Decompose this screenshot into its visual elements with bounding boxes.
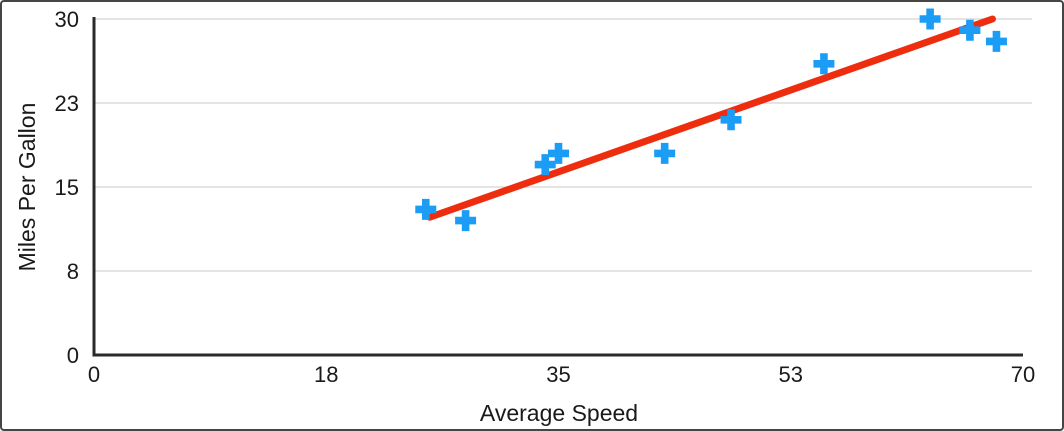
data-point-marker bbox=[455, 210, 477, 232]
data-point-marker bbox=[813, 53, 835, 75]
data-point-marker bbox=[548, 142, 569, 164]
trendline bbox=[426, 15, 996, 221]
y-axis-title: Miles Per Gallon bbox=[14, 103, 40, 272]
data-point-marker bbox=[959, 19, 981, 41]
axes bbox=[92, 17, 1023, 357]
tick-labels: 0 8 15 23 30 0 18 35 53 70 bbox=[55, 7, 1036, 387]
y-tick-label: 8 bbox=[67, 259, 79, 284]
data-point-marker bbox=[654, 142, 676, 164]
trendline-line bbox=[426, 15, 996, 221]
y-tick-label: 23 bbox=[55, 91, 79, 116]
x-tick-label: 53 bbox=[779, 362, 803, 387]
data-point-marker bbox=[720, 109, 742, 131]
x-tick-label: 18 bbox=[314, 362, 338, 387]
data-point-markers bbox=[415, 8, 1007, 232]
x-tick-label: 35 bbox=[546, 362, 570, 387]
x-tick-label: 0 bbox=[88, 362, 100, 387]
data-point-marker bbox=[985, 30, 1007, 52]
x-tick-label: 70 bbox=[1011, 362, 1035, 387]
data-point-marker bbox=[919, 8, 941, 30]
gridlines bbox=[94, 18, 1032, 272]
data-point-marker bbox=[415, 198, 437, 220]
x-axis-title: Average Speed bbox=[480, 400, 638, 426]
y-tick-label: 15 bbox=[55, 175, 79, 200]
data-point-marker bbox=[534, 154, 556, 176]
y-tick-label: 0 bbox=[67, 343, 79, 368]
y-tick-label: 30 bbox=[55, 7, 79, 32]
